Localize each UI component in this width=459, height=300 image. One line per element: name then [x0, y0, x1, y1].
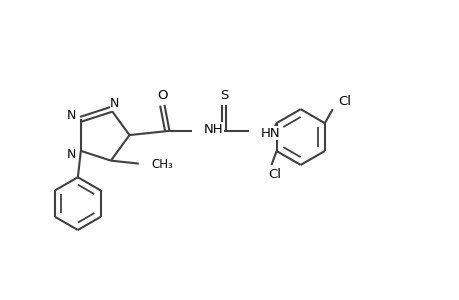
Text: CH₃: CH₃ [151, 158, 173, 171]
Text: NH: NH [204, 123, 223, 136]
Text: O: O [157, 89, 167, 102]
Text: S: S [219, 89, 228, 102]
Text: Cl: Cl [338, 95, 351, 108]
Text: Cl: Cl [268, 168, 280, 182]
Text: N: N [67, 109, 76, 122]
Text: N: N [67, 148, 76, 161]
Text: HN: HN [260, 127, 280, 140]
Text: N: N [110, 97, 119, 110]
